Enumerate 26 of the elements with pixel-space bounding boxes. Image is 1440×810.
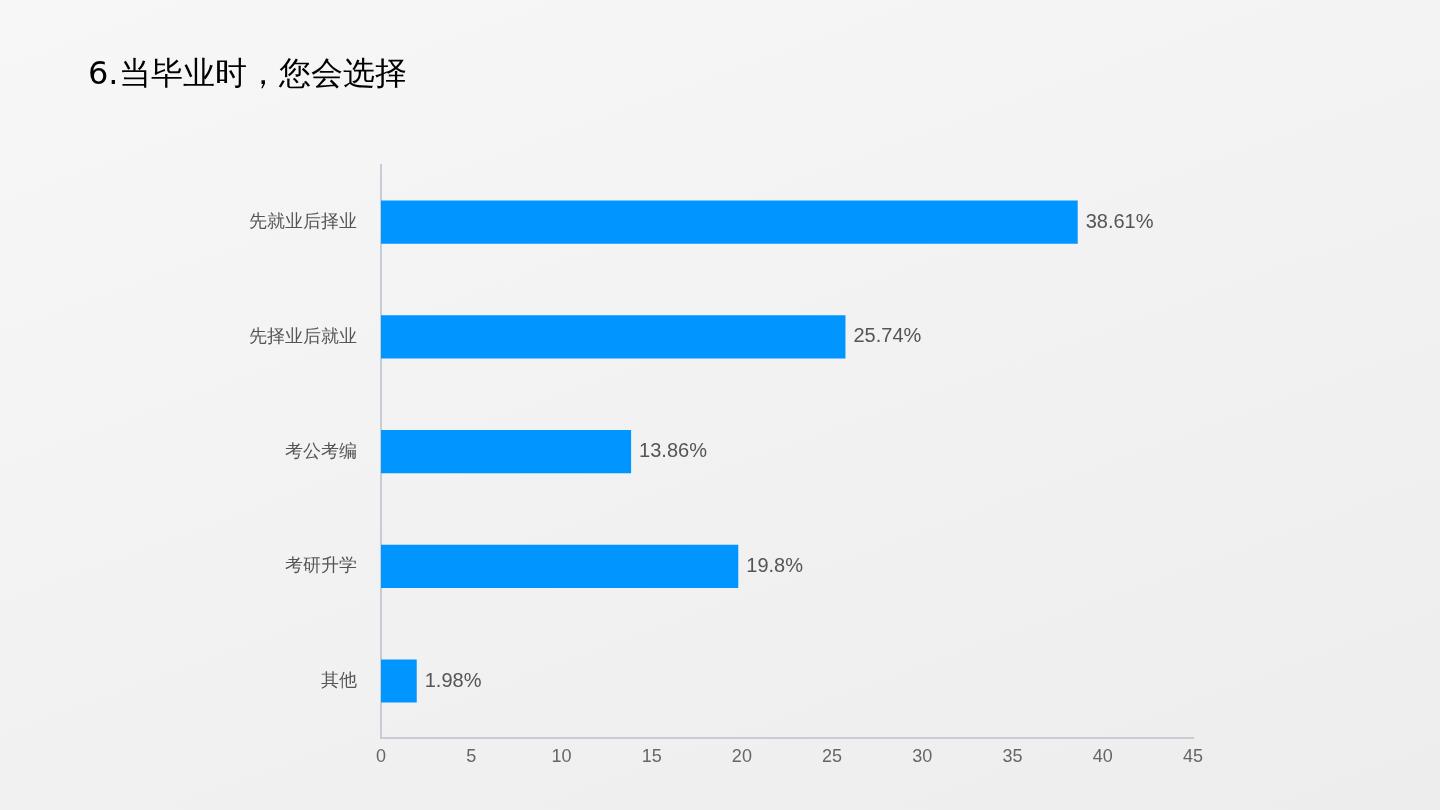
x-tick-label: 40: [1092, 746, 1113, 767]
x-tick-label: 35: [1002, 746, 1023, 767]
x-tick-label: 45: [1182, 746, 1204, 767]
x-tick-label: 5: [466, 746, 477, 767]
bar: [381, 200, 1078, 244]
y-tick-label: 先就业后择业: [249, 211, 357, 232]
bar: [381, 659, 417, 703]
y-tick-label: 其他: [321, 670, 357, 691]
data-label: 38.61%: [1085, 209, 1154, 232]
bar: [381, 315, 846, 359]
x-tick-label: 30: [912, 746, 933, 767]
x-tick-label: 20: [731, 746, 752, 767]
x-tick-label: 25: [822, 746, 843, 767]
data-label: 25.74%: [853, 324, 922, 347]
y-tick-label: 考公考编: [285, 440, 357, 461]
bar: [381, 430, 632, 474]
data-label: 1.98%: [424, 668, 482, 691]
data-label: 13.86%: [639, 439, 708, 462]
x-tick-label: 0: [375, 746, 387, 767]
y-tick-label: 先择业后就业: [249, 325, 357, 346]
bar: [381, 544, 739, 588]
data-label: 19.8%: [746, 553, 804, 576]
y-tick-label: 考研升学: [285, 555, 357, 576]
x-tick-label: 10: [551, 746, 572, 767]
x-tick-label: 15: [641, 746, 662, 767]
chart-title: 6.当毕业时，您会选择: [88, 53, 407, 94]
